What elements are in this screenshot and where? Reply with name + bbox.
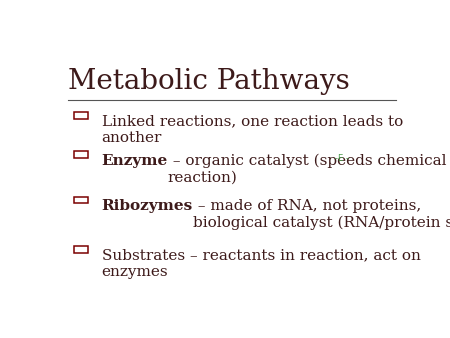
Bar	[74, 246, 88, 253]
Text: – organic catalyst (speeds chemical
reaction): – organic catalyst (speeds chemical reac…	[168, 154, 446, 184]
Bar	[74, 113, 88, 119]
Text: Substrates – reactants in reaction, act on
enzymes: Substrates – reactants in reaction, act …	[102, 249, 420, 279]
Text: Linked reactions, one reaction leads to
another: Linked reactions, one reaction leads to …	[102, 115, 403, 145]
Text: Metabolic Pathways: Metabolic Pathways	[68, 68, 350, 95]
Text: -E -: -E -	[335, 154, 349, 163]
Text: Ribozymes: Ribozymes	[102, 199, 193, 213]
Text: – made of RNA, not proteins,
biological catalyst (RNA/protein synthesis): – made of RNA, not proteins, biological …	[193, 199, 450, 230]
Bar	[74, 151, 88, 158]
Bar	[74, 197, 88, 203]
Text: Enzyme: Enzyme	[102, 154, 168, 168]
